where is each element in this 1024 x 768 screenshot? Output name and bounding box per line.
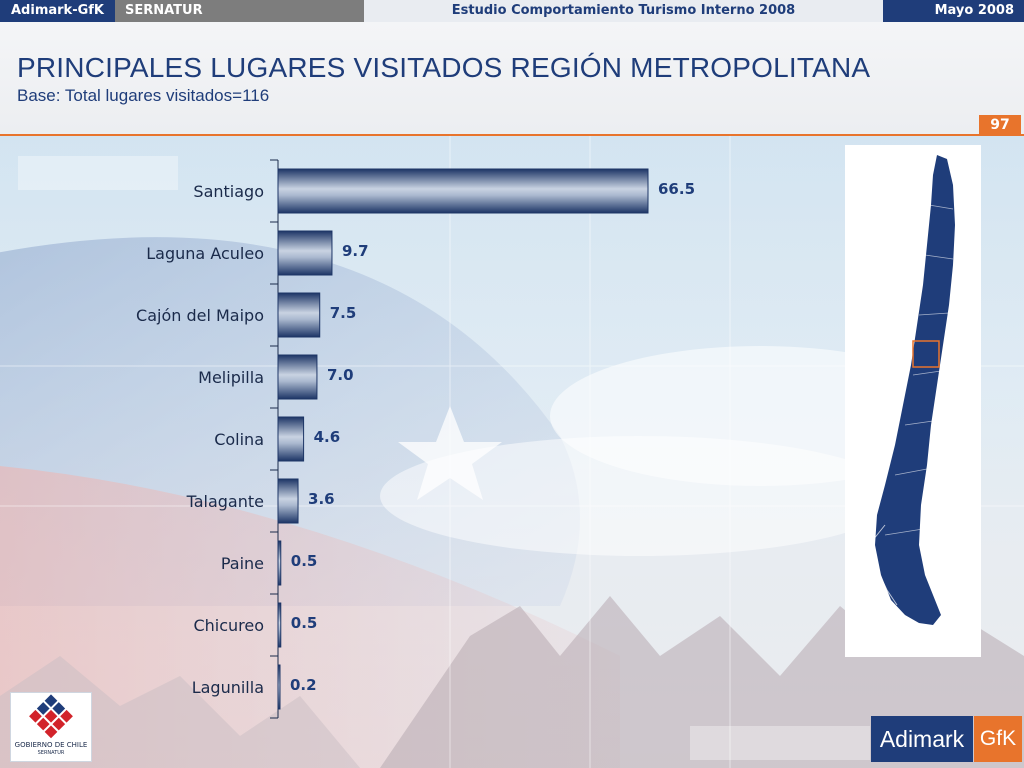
category-label: Melipilla [198, 368, 264, 387]
value-label: 7.0 [327, 366, 354, 384]
bar [277, 354, 318, 400]
bar [277, 478, 299, 524]
chart-subtitle: Base: Total lugares visitados=116 [17, 86, 270, 105]
gobierno-text: GOBIERNO DE CHILE [14, 741, 88, 749]
value-label: 7.5 [330, 304, 357, 322]
bar [277, 292, 321, 338]
gfk-logo-text: GfK [974, 716, 1022, 762]
adimark-logo-text: Adimark [871, 716, 973, 762]
category-label: Santiago [193, 182, 264, 201]
chart-title: PRINCIPALES LUGARES VISITADOS REGIÓN MET… [17, 52, 871, 83]
bar [277, 540, 282, 586]
bar [277, 168, 649, 214]
top-bar: Adimark-GfK SERNATUR Estudio Comportamie… [0, 0, 1024, 22]
value-label: 9.7 [342, 242, 369, 260]
category-label: Talagante [186, 492, 264, 511]
page-number: 97 [979, 115, 1021, 136]
report-date: Mayo 2008 [883, 0, 1024, 22]
category-label: Laguna Aculeo [146, 244, 264, 263]
gobierno-chile-logo: GOBIERNO DE CHILE SERNATUR [10, 692, 92, 762]
chile-map-icon [845, 145, 981, 657]
category-label: Lagunilla [192, 678, 264, 697]
bar [277, 416, 305, 462]
slide-header: PRINCIPALES LUGARES VISITADOS REGIÓN MET… [0, 22, 1024, 136]
brand-label: Adimark-GfK [0, 0, 115, 22]
bar-chart: Santiago 66.5 Laguna Aculeo 9.7 Cajón del Ma… [136, 159, 695, 719]
study-title: Estudio Comportamiento Turismo Interno 2… [364, 0, 883, 22]
value-label: 0.2 [290, 676, 317, 694]
value-label: 66.5 [658, 180, 695, 198]
client-label: SERNATUR [115, 0, 364, 22]
value-label: 4.6 [314, 428, 341, 446]
category-label: Paine [221, 554, 264, 573]
adimark-gfk-logo: Adimark GfK [871, 716, 1022, 762]
category-label: Cajón del Maipo [136, 306, 264, 325]
category-label: Colina [214, 430, 264, 449]
region-highlight-box [912, 340, 940, 368]
bar [277, 664, 281, 710]
value-label: 0.5 [291, 614, 318, 632]
category-label: Chicureo [193, 616, 264, 635]
sernatur-text: SERNATUR [37, 750, 65, 756]
bar [277, 230, 333, 276]
bar [277, 602, 282, 648]
value-label: 0.5 [291, 552, 318, 570]
value-label: 3.6 [308, 490, 335, 508]
